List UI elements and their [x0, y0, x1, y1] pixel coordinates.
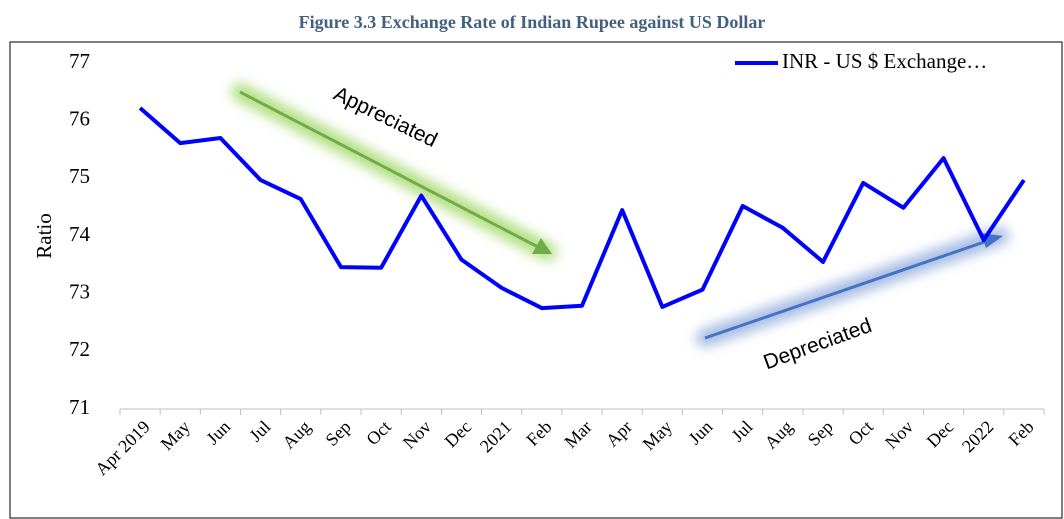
x-tick-label: Dec	[923, 417, 958, 452]
annotation: Depreciated	[761, 314, 875, 374]
chart-border	[9, 41, 1063, 519]
x-tick-label: Jun	[684, 417, 716, 449]
y-tick-label: 77	[69, 49, 90, 73]
appreciated-arrow	[231, 83, 557, 261]
y-tick-label: 72	[69, 337, 90, 361]
x-tick-label: Jul	[245, 417, 274, 446]
legend-label: INR - US $ Exchange…	[782, 49, 987, 73]
x-tick-label: Aug	[278, 417, 314, 453]
x-tick-label: Mar	[560, 417, 595, 452]
x-tick-label: May	[639, 417, 676, 454]
x-tick-label: Oct	[362, 417, 395, 450]
x-tick-label: Sep	[321, 417, 354, 450]
x-tick-label: Jul	[727, 417, 756, 446]
y-tick-label: 76	[69, 106, 90, 130]
x-tick-label: Sep	[804, 417, 837, 450]
x-tick-label: Feb	[1004, 417, 1037, 450]
x-tick-label: 2021	[476, 417, 516, 457]
y-tick-label: 73	[69, 279, 90, 303]
x-tick-label: 2022	[958, 417, 998, 457]
chart-title: Figure 3.3 Exchange Rate of Indian Rupee…	[299, 12, 766, 32]
x-tick-label: May	[157, 417, 194, 454]
y-axis-label: Ratio	[32, 213, 56, 259]
x-tick-label: Dec	[441, 417, 476, 452]
y-tick-label: 75	[69, 164, 90, 188]
series-line	[138, 106, 1026, 311]
x-tick-label: Apr 2019	[91, 417, 154, 480]
x-tick-label: Nov	[881, 417, 917, 453]
x-tick-label: Aug	[761, 417, 797, 453]
x-tick-label: Apr	[602, 417, 636, 451]
x-tick-label: Nov	[399, 417, 435, 453]
y-tick-label: 71	[69, 395, 90, 419]
x-tick-label: Oct	[844, 417, 877, 450]
x-tick-label: Feb	[522, 417, 555, 450]
y-tick-label: 74	[69, 222, 91, 246]
x-tick-label: Jun	[202, 417, 234, 449]
